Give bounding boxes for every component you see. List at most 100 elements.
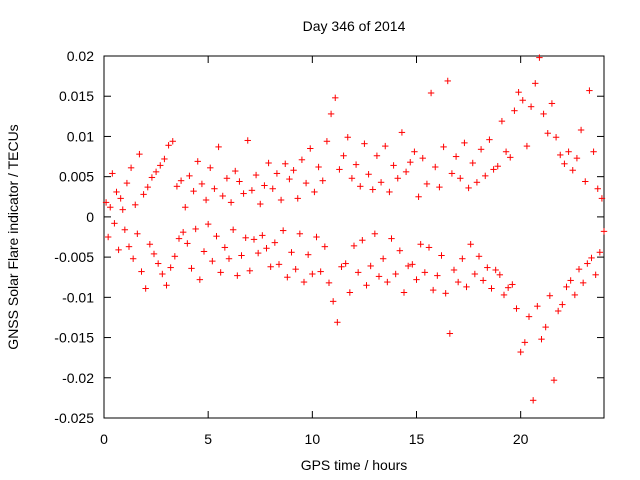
data-point: [388, 235, 395, 242]
data-point: [115, 246, 122, 254]
data-point: [134, 230, 141, 237]
data-point: [244, 137, 251, 144]
data-point: [257, 200, 264, 208]
data-point: [448, 170, 456, 177]
data-point: [575, 265, 583, 273]
data-point: [229, 226, 237, 233]
data-point: [500, 291, 508, 299]
data-point: [598, 195, 606, 202]
data-point: [586, 87, 593, 94]
data-point: [407, 158, 414, 166]
data-point: [513, 305, 520, 312]
data-point: [286, 175, 293, 183]
data-point: [269, 185, 276, 192]
plot-layer: [103, 55, 605, 419]
data-point: [504, 284, 512, 291]
data-point: [242, 234, 249, 242]
data-point: [579, 279, 587, 287]
data-point: [359, 237, 366, 244]
data-point: [209, 257, 216, 265]
data-point: [540, 110, 547, 118]
data-point: [525, 313, 533, 320]
data-point: [361, 140, 368, 147]
data-point: [471, 270, 479, 278]
data-point: [190, 187, 197, 195]
data-point: [215, 143, 222, 151]
data-point: [429, 286, 437, 294]
data-point: [442, 290, 449, 297]
data-point: [252, 171, 260, 179]
data-point: [546, 292, 554, 299]
data-point: [377, 179, 385, 186]
data-point: [140, 191, 147, 198]
data-point: [427, 89, 435, 97]
data-point: [529, 397, 537, 404]
data-point: [571, 291, 579, 299]
data-point: [582, 178, 589, 185]
data-point: [275, 261, 283, 268]
data-point: [171, 253, 179, 260]
data-point: [550, 376, 558, 384]
data-point: [250, 236, 258, 243]
data-point: [386, 188, 393, 196]
data-point: [346, 289, 354, 296]
data-point: [154, 260, 162, 267]
ticks-layer: -0.025 -0.02 -0.015 -0.01 -0.005 0 0.005 0.01 0.…: [54, 48, 604, 447]
data-point: [492, 266, 499, 274]
data-point: [590, 148, 597, 155]
data-point: [342, 260, 349, 267]
data-point: [402, 168, 410, 176]
x-tick-label: 20: [513, 431, 529, 447]
data-point: [357, 183, 364, 190]
y-tick-label: 0.02: [67, 48, 94, 64]
data-point: [563, 283, 570, 291]
data-point: [125, 243, 133, 250]
data-point: [317, 268, 324, 275]
data-point: [392, 270, 399, 278]
data-point: [223, 175, 231, 182]
data-point: [536, 54, 543, 61]
data-point: [192, 225, 199, 233]
data-point: [354, 269, 362, 276]
data-point: [319, 177, 326, 184]
data-point: [325, 279, 333, 287]
data-point: [567, 277, 574, 284]
data-point: [557, 151, 564, 159]
data-point: [409, 261, 416, 268]
data-point: [365, 171, 372, 178]
data-point: [577, 126, 585, 134]
data-point: [413, 276, 420, 283]
data-point: [390, 162, 397, 169]
data-point: [469, 159, 476, 167]
data-point: [494, 163, 501, 170]
data-point: [490, 166, 497, 173]
points-layer: [102, 54, 608, 404]
data-point: [213, 232, 220, 240]
data-point: [565, 148, 572, 155]
data-point: [211, 185, 218, 192]
data-point: [329, 298, 337, 305]
data-point: [440, 143, 447, 151]
data-point: [148, 174, 156, 181]
data-point: [323, 138, 331, 145]
data-point: [338, 263, 345, 270]
data-point: [484, 264, 491, 271]
data-point: [132, 201, 139, 209]
data-point: [315, 163, 322, 171]
data-point: [479, 277, 487, 284]
data-point: [419, 154, 426, 162]
data-point: [307, 145, 314, 152]
data-point: [432, 163, 439, 171]
y-tick-label: 0.005: [59, 169, 94, 185]
data-point: [184, 240, 191, 247]
data-point: [398, 129, 406, 136]
data-point: [221, 244, 229, 251]
data-point: [594, 185, 601, 192]
data-point: [444, 77, 451, 85]
data-point: [300, 278, 308, 286]
data-point: [534, 302, 541, 310]
data-point: [102, 199, 110, 206]
data-point: [340, 152, 347, 159]
data-point: [311, 188, 318, 196]
